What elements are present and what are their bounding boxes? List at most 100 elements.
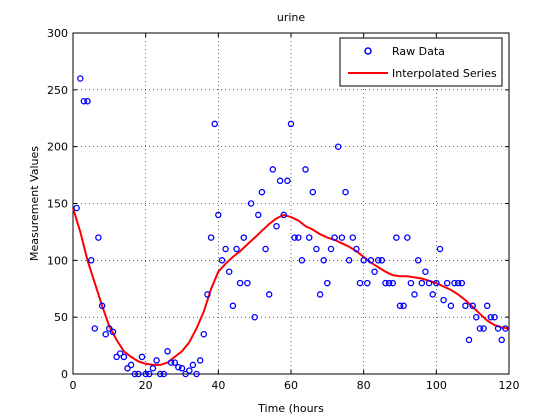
- raw-data-point: [465, 336, 473, 344]
- raw-data-point: [233, 245, 240, 253]
- raw-data-point: [433, 279, 440, 287]
- raw-data-point: [338, 234, 346, 241]
- y-tick-label: 0: [61, 368, 68, 381]
- raw-data-point: [236, 279, 244, 287]
- legend-label-interpolated-series: Interpolated Series: [392, 67, 497, 80]
- raw-data-point: [182, 370, 189, 378]
- raw-data-point: [240, 234, 248, 241]
- interpolated-series-line: [72, 207, 510, 366]
- raw-data-point: [396, 302, 404, 310]
- x-tick-label: 40: [211, 379, 225, 392]
- raw-data-point: [258, 188, 266, 196]
- raw-data-point: [400, 302, 407, 310]
- y-tick-label: 300: [47, 27, 68, 40]
- raw-data-point: [102, 330, 109, 338]
- raw-data-point: [345, 257, 353, 264]
- raw-data-point: [262, 245, 269, 253]
- raw-data-point: [404, 234, 411, 241]
- raw-data-point: [87, 257, 95, 264]
- grid-lines: [73, 33, 509, 374]
- y-tick-label: 100: [47, 254, 68, 267]
- legend: Raw Data Interpolated Series: [339, 37, 503, 87]
- raw-data-point: [196, 357, 204, 364]
- raw-data-point: [218, 257, 226, 264]
- raw-data-point: [422, 268, 429, 275]
- raw-data-point: [360, 257, 367, 264]
- raw-data-point: [73, 204, 80, 212]
- raw-data-point: [109, 328, 117, 336]
- raw-data-point: [414, 257, 422, 264]
- raw-data-point: [106, 325, 113, 332]
- raw-data-point: [385, 279, 393, 287]
- series-layer: [72, 75, 510, 378]
- raw-data-point: [429, 291, 436, 298]
- raw-data-point: [451, 279, 458, 287]
- raw-data-point: [305, 234, 313, 241]
- y-axis-label: Measurement Values: [28, 146, 41, 261]
- raw-data-point: [353, 245, 360, 253]
- raw-data-point: [171, 359, 178, 366]
- raw-data-point: [164, 348, 171, 355]
- raw-data-point: [276, 177, 284, 185]
- raw-data-point: [298, 257, 306, 264]
- raw-data-point: [273, 222, 280, 230]
- raw-data-point: [436, 245, 444, 253]
- raw-data-point: [116, 350, 124, 357]
- raw-data-point: [167, 359, 175, 366]
- raw-data-point: [487, 313, 495, 321]
- raw-data-point: [327, 245, 335, 253]
- raw-data-point: [207, 234, 215, 241]
- raw-data-point: [153, 357, 160, 364]
- raw-data-point: [244, 279, 251, 287]
- raw-data-point: [302, 166, 309, 173]
- raw-data-point: [251, 313, 258, 321]
- raw-data-point: [334, 143, 342, 150]
- raw-data-point: [367, 257, 375, 264]
- chart-title: urine: [277, 11, 306, 24]
- raw-data-point: [84, 97, 91, 105]
- raw-data-point: [80, 97, 88, 105]
- raw-data-point: [149, 365, 157, 372]
- raw-data-point: [331, 234, 338, 241]
- raw-data-point: [447, 302, 455, 310]
- raw-data-point: [313, 245, 320, 253]
- raw-data-point: [454, 279, 462, 287]
- x-tick-label: 60: [284, 379, 298, 392]
- raw-data-point: [480, 325, 487, 332]
- raw-data-point: [469, 302, 476, 310]
- raw-data-point: [425, 279, 433, 287]
- x-tick-label: 80: [357, 379, 371, 392]
- x-axis-label: Time (hours: [257, 402, 324, 415]
- raw-data-point: [146, 370, 153, 378]
- raw-data-point: [284, 177, 291, 185]
- x-tick-label: 100: [426, 379, 447, 392]
- raw-data-point: [407, 279, 415, 287]
- raw-data-point: [142, 370, 149, 378]
- raw-data-point: [280, 211, 287, 219]
- y-tick-label: 150: [47, 198, 68, 211]
- raw-data-point: [320, 257, 327, 264]
- raw-data-point: [255, 211, 262, 219]
- raw-data-point: [316, 291, 324, 298]
- raw-data-point: [225, 268, 233, 275]
- raw-data-point: [229, 302, 237, 310]
- raw-data-point: [378, 257, 386, 264]
- raw-data-point: [324, 279, 331, 287]
- raw-data-point: [393, 234, 400, 241]
- raw-data-point: [458, 279, 466, 287]
- raw-data-point: [291, 234, 298, 241]
- raw-data-point: [95, 234, 102, 241]
- raw-data-point: [473, 313, 480, 321]
- legend-marker-raw-data: [364, 47, 372, 55]
- legend-box: [339, 37, 503, 87]
- raw-data-point: [342, 188, 349, 196]
- raw-data-point: [186, 367, 193, 374]
- raw-data-point: [498, 336, 505, 344]
- raw-data-point: [483, 302, 491, 310]
- raw-data-point: [295, 234, 302, 241]
- raw-data-point: [127, 361, 135, 369]
- raw-data-point: [411, 291, 418, 298]
- raw-data-point: [440, 296, 447, 304]
- raw-data-point: [91, 325, 99, 332]
